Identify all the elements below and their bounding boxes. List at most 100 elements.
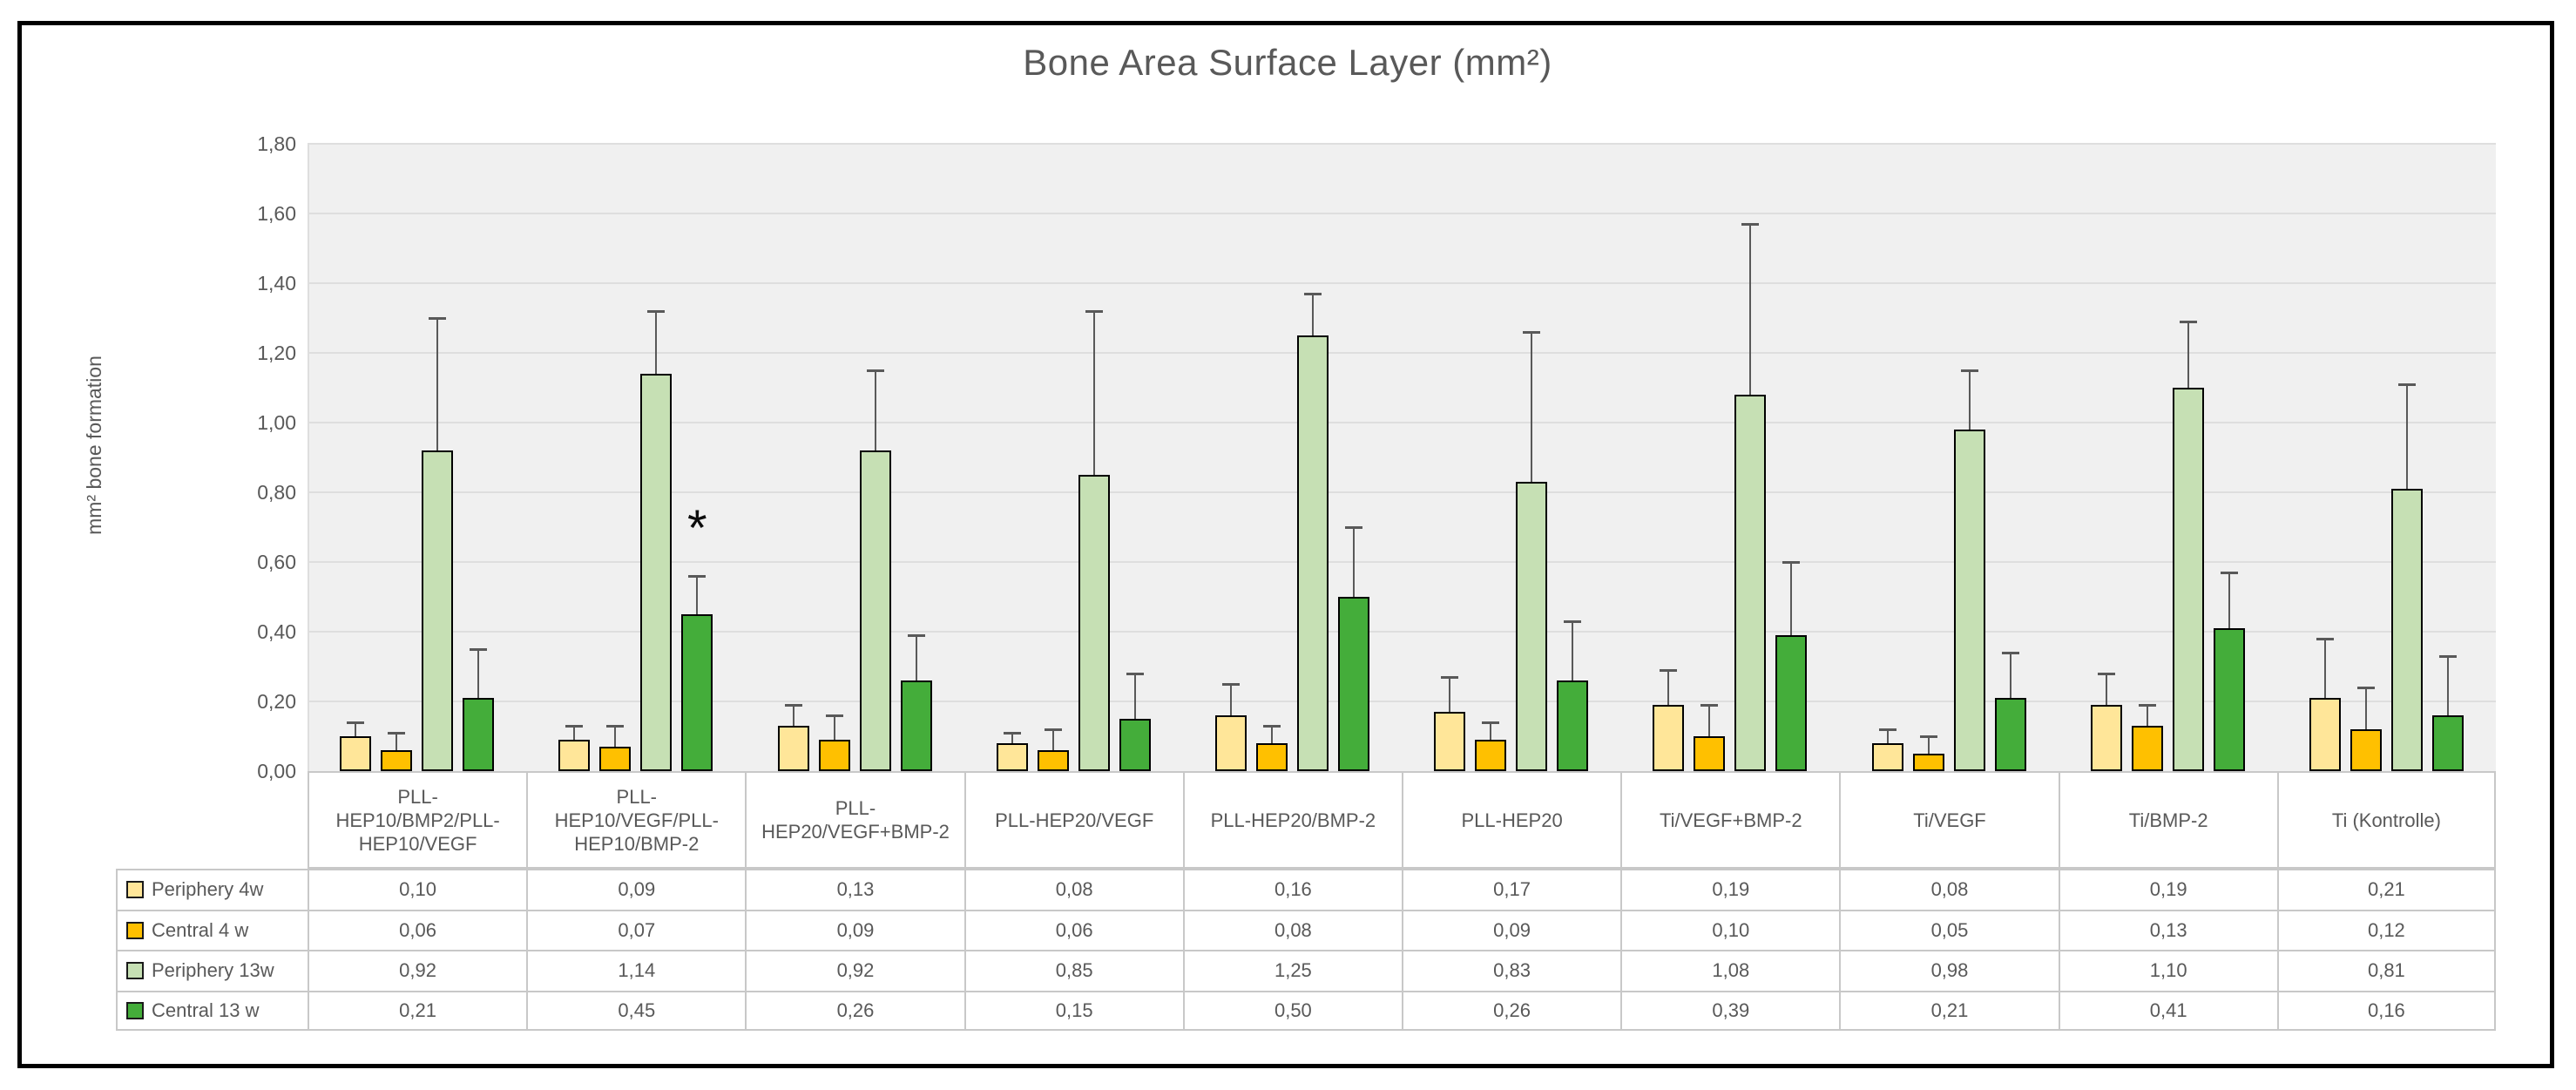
error-bar-cap [429, 317, 447, 320]
error-bar-cap [1482, 721, 1500, 724]
table-value-cell: 0,19 [1620, 869, 1840, 910]
table-value-cell: 0,39 [1620, 990, 1840, 1031]
bar-central-13-w [900, 680, 932, 771]
error-bar [655, 311, 658, 374]
bar-central-4-w [1475, 740, 1507, 771]
y-axis-line [308, 144, 309, 771]
table-value-cell: 0,08 [963, 869, 1183, 910]
error-bar-cap [1085, 310, 1103, 313]
table-value-cell: 0,92 [308, 950, 527, 991]
category-label: Ti (Kontrolle) [2331, 809, 2441, 831]
table-value-cell: 0,09 [526, 869, 746, 910]
error-bar-cap [1523, 331, 1541, 334]
table-value-cell: 0,07 [526, 909, 746, 950]
category-label: PLL-HEP20/BMP-2 [1210, 809, 1376, 831]
error-bar [2228, 572, 2230, 628]
table-value-cell: 0,08 [1182, 909, 1402, 950]
y-tick-label: 1,00 [257, 411, 296, 434]
series-name: Central 13 w [152, 999, 260, 1021]
table-value-cell: 0,85 [963, 950, 1183, 991]
error-bar-cap [565, 725, 584, 728]
bar-periphery-13w [1734, 395, 1767, 771]
bar-periphery-4w [1214, 715, 1247, 771]
bar-central-4-w [381, 750, 413, 771]
error-bar [2446, 656, 2449, 715]
error-bar [1011, 733, 1013, 743]
error-bar-cap [2220, 572, 2238, 574]
bar-central-13-w [1119, 719, 1151, 771]
error-bar [1352, 527, 1355, 597]
table-value-cell: 0,15 [963, 990, 1183, 1031]
gridline [308, 701, 2496, 702]
error-bar [1051, 729, 1054, 750]
table-value-cell: 0,26 [1402, 990, 1621, 1031]
y-tick-label: 1,80 [257, 132, 296, 155]
bar-central-4-w [1912, 754, 1944, 771]
y-tick-label: 0,60 [257, 551, 296, 573]
table-value-cell: 0,12 [2276, 909, 2496, 950]
error-bar-cap [470, 648, 488, 651]
table-value-cell: 0,06 [308, 909, 527, 950]
error-bar-cap [1741, 223, 1760, 226]
gridline [308, 422, 2496, 423]
chart-title: Bone Area Surface Layer (mm²) [1023, 42, 1552, 83]
legend-row-label: Central 4 w [116, 909, 308, 950]
category-label: Ti/VEGF [1913, 809, 1986, 831]
category-label: Ti/BMP-2 [2128, 809, 2208, 831]
error-bar-cap [1262, 725, 1281, 728]
error-bar [1667, 670, 1670, 705]
category-header-cell: PLL-HEP20 [1402, 771, 1621, 869]
error-bar [2105, 674, 2107, 705]
category-header-cell: PLL-HEP20/VEGF [963, 771, 1183, 869]
error-bar [573, 726, 576, 740]
bar-central-4-w [1694, 736, 1726, 771]
error-bar [1092, 311, 1095, 475]
error-bar-cap [907, 634, 925, 637]
bar-periphery-4w [1434, 712, 1466, 771]
table-value-cell: 0,10 [308, 869, 527, 910]
category-header-cell: PLL-HEP10/BMP2/PLL-HEP10/VEGF [308, 771, 527, 869]
y-tick-label: 1,20 [257, 342, 296, 364]
error-bar [1311, 294, 1314, 335]
table-value-cell: 0,50 [1182, 990, 1402, 1031]
error-bar-cap [1044, 728, 1062, 731]
bar-periphery-13w [1953, 430, 1985, 771]
category-header-cell: PLL-HEP10/VEGF/PLL-HEP10/BMP-2 [526, 771, 746, 869]
error-bar-cap [1700, 704, 1719, 707]
plot-area [308, 144, 2496, 771]
error-bar-cap [2097, 673, 2115, 675]
table-value-cell: 0,92 [745, 950, 964, 991]
category-label: Ti/VEGF+BMP-2 [1659, 809, 1802, 831]
table-value-cell: 1,08 [1620, 950, 1840, 991]
table-value-cell: 0,16 [1182, 869, 1402, 910]
gridline [308, 282, 2496, 284]
gridline [308, 213, 2496, 214]
error-bar-cap [1303, 293, 1322, 295]
category-header-cell: Ti/BMP-2 [2058, 771, 2277, 869]
error-bar-cap [1126, 673, 1144, 675]
error-bar [2364, 687, 2367, 729]
table-value-cell: 0,21 [2276, 869, 2496, 910]
bar-central-4-w [818, 740, 850, 771]
error-bar-cap [1878, 728, 1897, 731]
error-bar-cap [1564, 620, 1582, 623]
table-value-cell: 0,21 [1839, 990, 2059, 1031]
error-bar [792, 705, 794, 726]
series-name: Central 4 w [152, 918, 249, 941]
error-bar [2146, 705, 2148, 726]
legend-swatch [126, 1001, 144, 1019]
error-bar-cap [347, 721, 365, 724]
table-value-cell: 1,25 [1182, 950, 1402, 991]
bar-periphery-13w [2390, 489, 2423, 771]
error-bar-cap [1782, 561, 1801, 564]
category-label: PLL-HEP20 [1461, 809, 1563, 831]
table-value-cell: 0,41 [2058, 990, 2277, 1031]
bar-periphery-4w [1871, 743, 1903, 771]
table-value-cell: 0,21 [308, 990, 527, 1031]
category-header-cell: Ti/VEGF+BMP-2 [1620, 771, 1840, 869]
bar-periphery-4w [2090, 705, 2122, 771]
error-bar [1449, 677, 1451, 712]
error-bar [1708, 705, 1711, 736]
error-bar [436, 318, 439, 450]
